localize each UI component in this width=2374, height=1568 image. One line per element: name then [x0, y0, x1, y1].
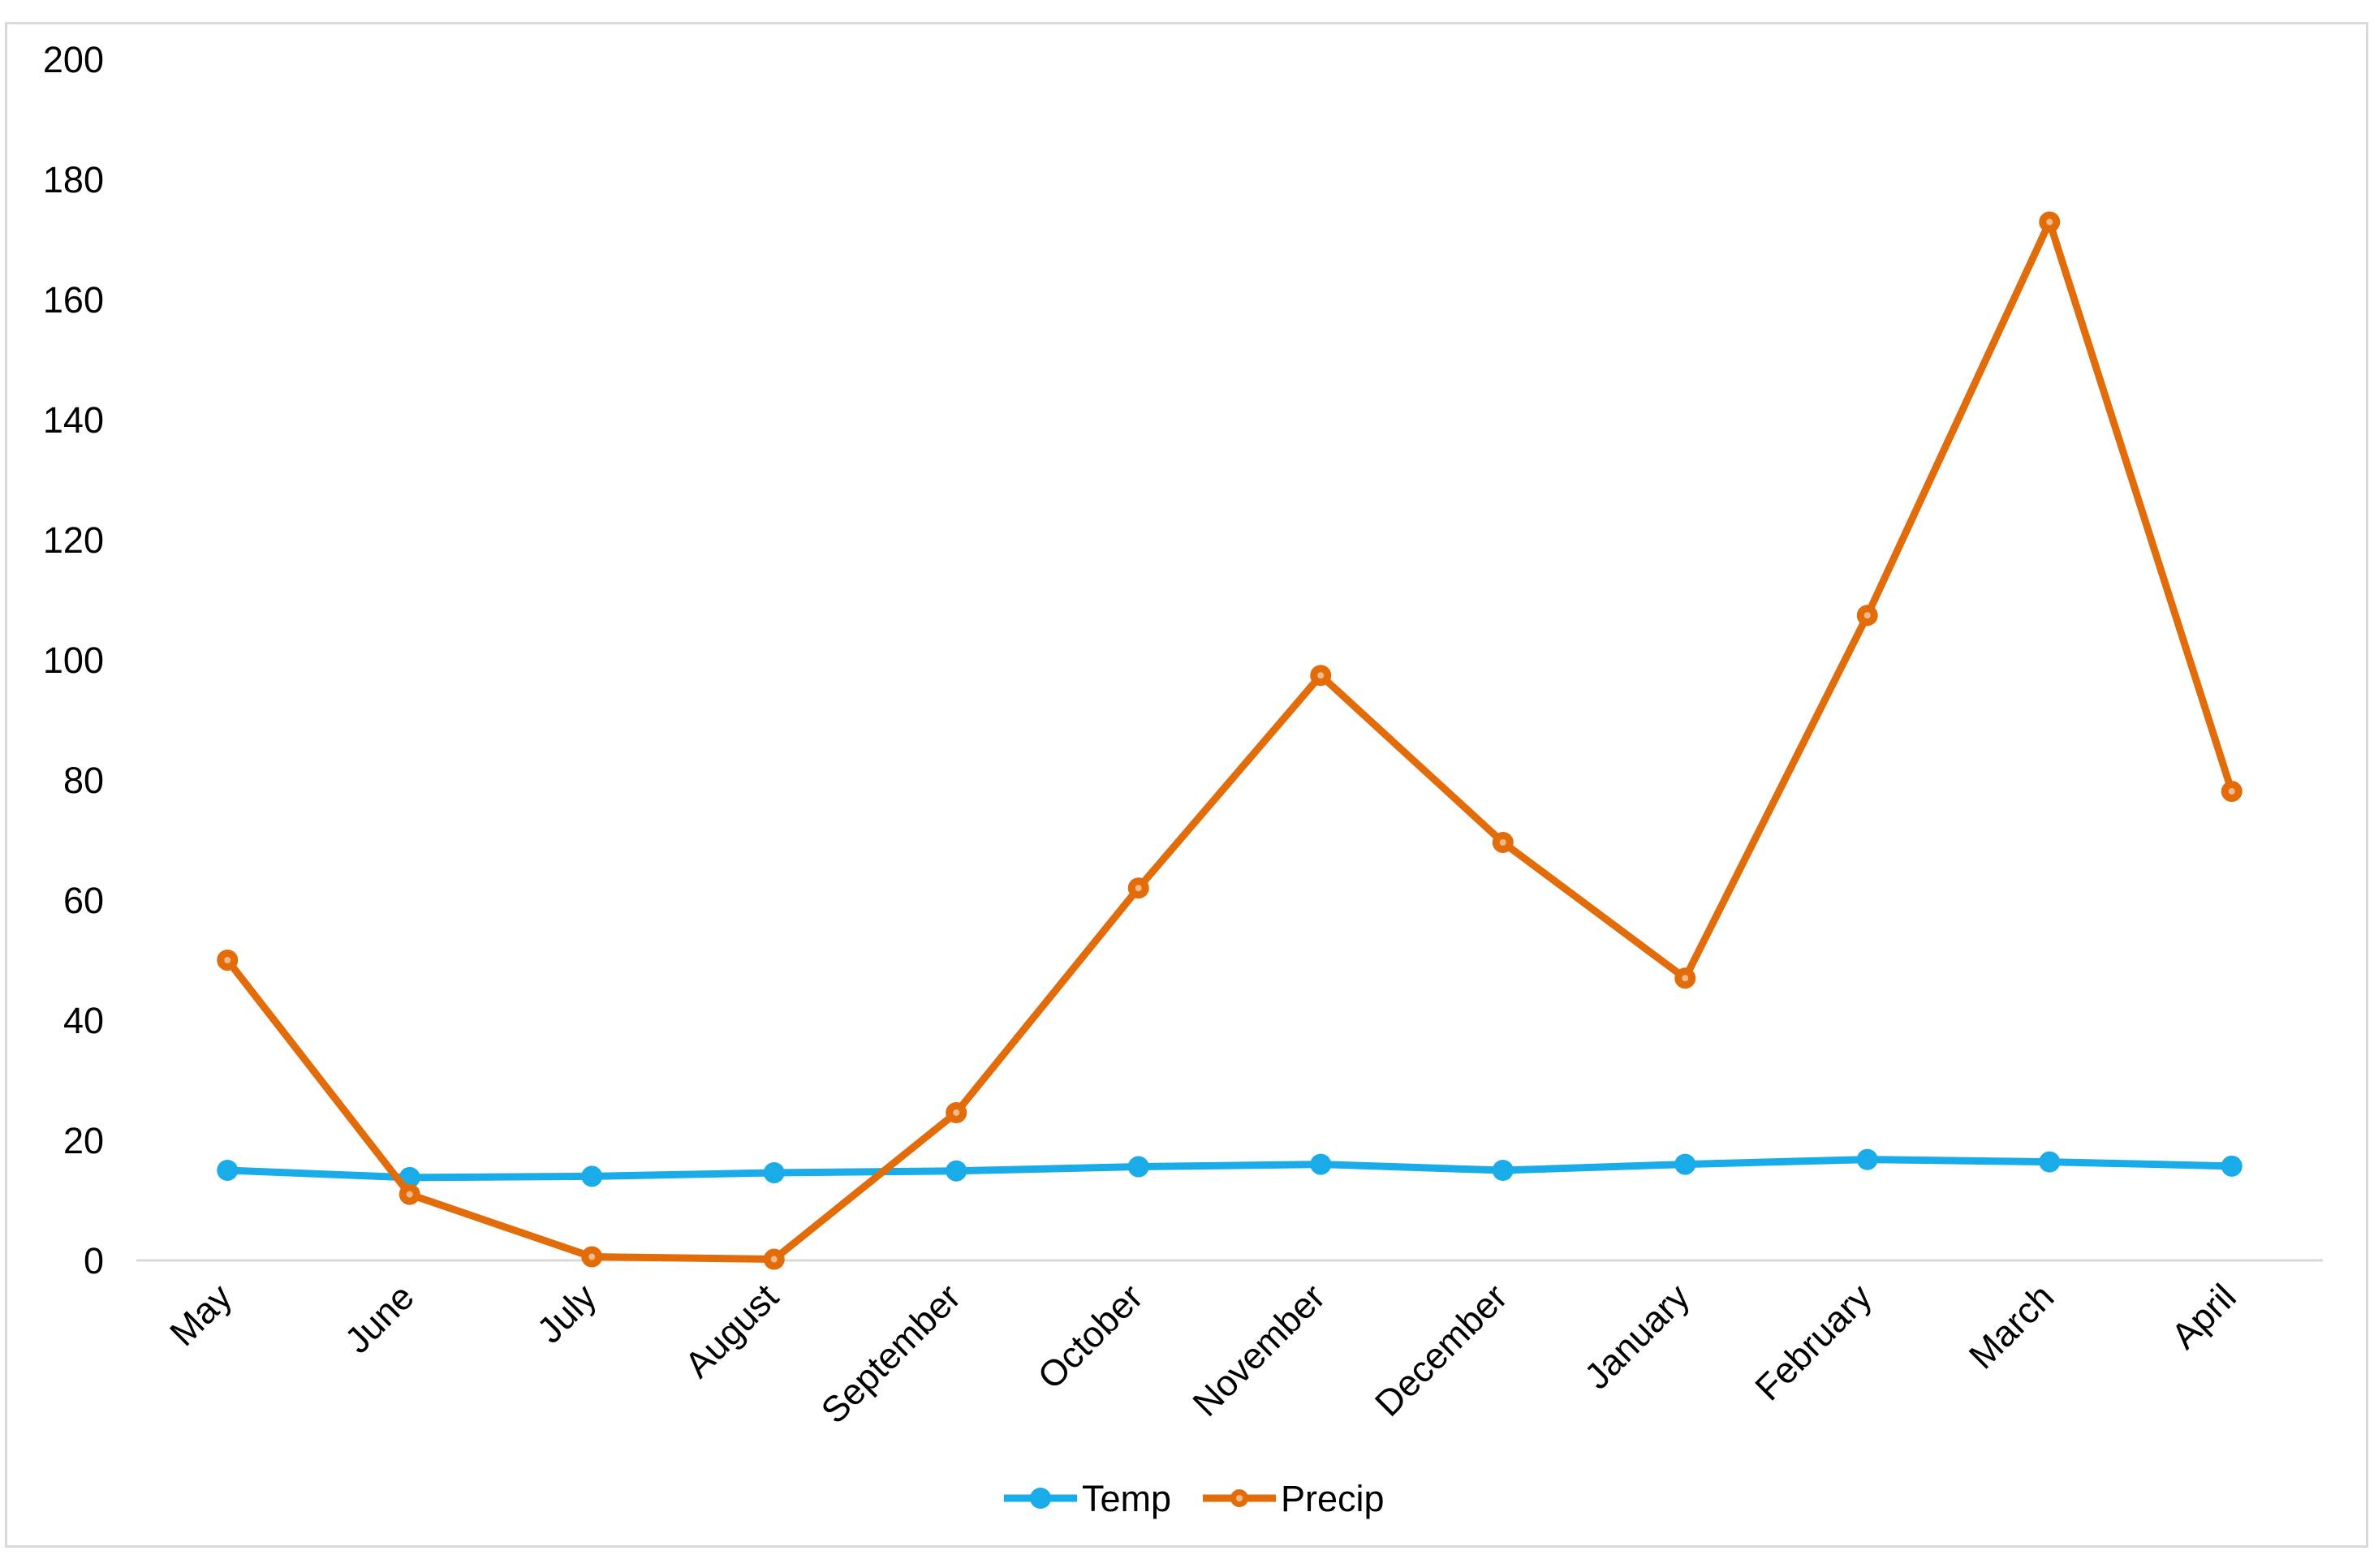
x-tick-label: July — [529, 1276, 605, 1351]
data-point-temp — [763, 1161, 785, 1183]
y-tick-label: 80 — [63, 760, 104, 801]
legend-item-temp: Temp — [1004, 1478, 1171, 1519]
x-tick-label: November — [1184, 1276, 1333, 1424]
x-axis-ticks: May June July August September October Novembe… — [162, 1276, 2244, 1432]
x-tick-label: September — [813, 1276, 969, 1432]
data-point-center — [406, 1191, 413, 1198]
data-point-temp — [1127, 1156, 1149, 1178]
data-point-temp — [2221, 1155, 2243, 1177]
y-axis-ticks: 0 20 40 60 80 100 120 140 160 180 200 — [43, 39, 104, 1282]
data-point-center — [1317, 672, 1325, 679]
series-line-temp — [223, 1156, 2236, 1182]
legend-item-precip: Precip — [1203, 1478, 1385, 1519]
data-point-temp — [1856, 1148, 1878, 1170]
data-point-center — [1863, 612, 1871, 619]
y-tick-label: 20 — [63, 1120, 104, 1161]
y-tick-label: 40 — [63, 1000, 104, 1041]
data-point-center — [224, 957, 231, 963]
series-temp — [217, 1148, 2243, 1188]
data-point-center — [588, 1253, 596, 1260]
data-point-temp — [1492, 1160, 1514, 1181]
data-point-center — [2046, 218, 2053, 226]
x-tick-label: August — [677, 1276, 786, 1385]
chart-area — [5, 22, 2368, 1548]
legend-label-temp: Temp — [1082, 1478, 1171, 1519]
y-tick-label: 0 — [84, 1240, 104, 1282]
data-point-temp — [581, 1165, 603, 1187]
data-point-temp — [946, 1160, 967, 1182]
x-tick-label: May — [162, 1276, 240, 1355]
series-line-precip — [223, 218, 2236, 1264]
data-point-center — [2228, 788, 2235, 795]
x-tick-label: October — [1030, 1276, 1151, 1397]
x-tick-label: January — [1576, 1276, 1698, 1398]
series-layer — [217, 211, 2243, 1270]
x-tick-label: December — [1367, 1276, 1515, 1424]
data-point-temp — [1310, 1153, 1332, 1175]
x-tick-label: June — [337, 1276, 422, 1361]
y-tick-label: 140 — [43, 399, 104, 441]
y-tick-label: 160 — [43, 279, 104, 321]
data-point-center — [1135, 885, 1142, 892]
data-point-temp — [217, 1160, 239, 1181]
y-tick-label: 200 — [43, 39, 104, 80]
data-point-temp — [2039, 1151, 2061, 1173]
legend-marker-center — [1236, 1495, 1243, 1501]
x-tick-label: February — [1747, 1276, 1880, 1409]
legend-label-precip: Precip — [1281, 1478, 1385, 1519]
y-tick-label: 60 — [63, 880, 104, 921]
y-tick-label: 120 — [43, 519, 104, 561]
data-point-temp — [1674, 1153, 1696, 1175]
legend: Temp Precip — [1004, 1478, 1385, 1519]
y-tick-label: 100 — [43, 640, 104, 681]
x-tick-label: April — [2163, 1276, 2244, 1357]
data-point-center — [953, 1109, 960, 1116]
y-tick-label: 180 — [43, 159, 104, 200]
legend-marker — [1030, 1488, 1051, 1509]
data-point-center — [1682, 975, 1689, 982]
data-point-center — [1499, 838, 1506, 846]
x-tick-label: March — [1961, 1276, 2062, 1376]
series-precip — [217, 211, 2243, 1270]
data-point-center — [770, 1256, 778, 1263]
